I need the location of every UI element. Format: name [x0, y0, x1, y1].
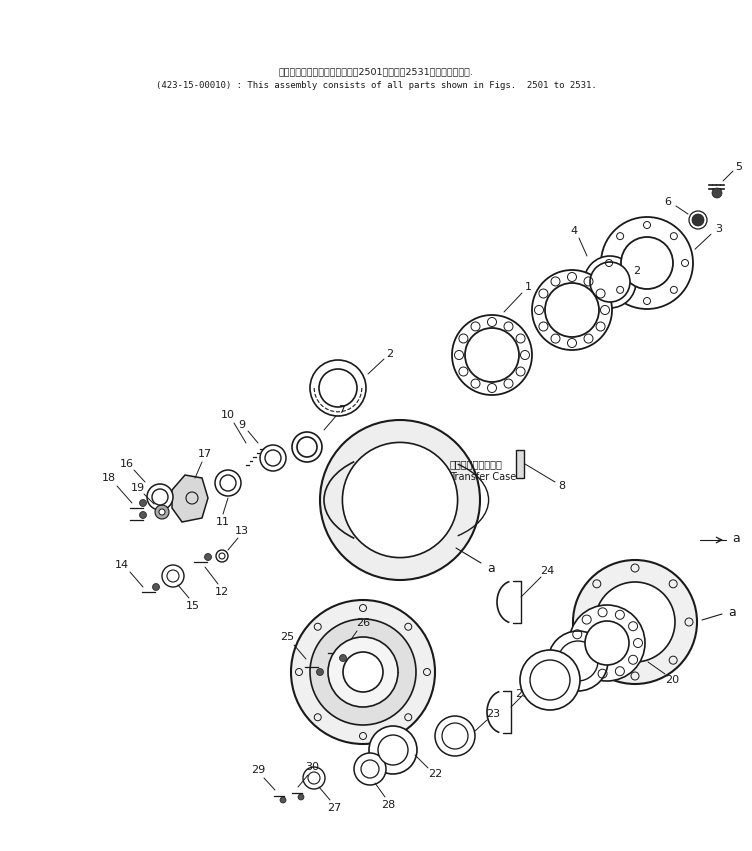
Text: このアセンブリの構成部品は第2501図から第2531図まで含みます.: このアセンブリの構成部品は第2501図から第2531図まで含みます. — [278, 67, 474, 77]
Circle shape — [435, 716, 475, 756]
Circle shape — [378, 735, 408, 765]
Text: 15: 15 — [186, 601, 200, 611]
Circle shape — [328, 637, 398, 707]
Circle shape — [520, 650, 580, 710]
Circle shape — [220, 475, 236, 491]
Text: 13: 13 — [235, 526, 249, 536]
Circle shape — [265, 450, 281, 466]
Text: 1: 1 — [524, 282, 532, 292]
Circle shape — [548, 631, 608, 691]
Circle shape — [361, 760, 379, 778]
Text: 21: 21 — [597, 644, 611, 654]
Circle shape — [280, 797, 286, 803]
Circle shape — [155, 505, 169, 519]
Circle shape — [310, 619, 416, 725]
Circle shape — [167, 570, 179, 582]
Polygon shape — [172, 475, 208, 522]
Circle shape — [595, 582, 675, 662]
Circle shape — [585, 621, 629, 665]
Text: 6: 6 — [665, 197, 672, 207]
Circle shape — [530, 660, 570, 700]
Text: 18: 18 — [102, 473, 116, 483]
Circle shape — [601, 217, 693, 309]
Circle shape — [558, 641, 598, 681]
Circle shape — [205, 553, 211, 561]
Circle shape — [342, 443, 458, 557]
Circle shape — [140, 500, 147, 506]
Text: 26: 26 — [356, 618, 370, 628]
Circle shape — [308, 772, 320, 784]
Circle shape — [320, 420, 480, 580]
Text: 23: 23 — [486, 709, 500, 719]
Text: 24: 24 — [540, 566, 554, 576]
Text: 30: 30 — [305, 762, 319, 772]
Bar — [516, 450, 524, 478]
Text: 22: 22 — [428, 769, 442, 779]
Text: 17: 17 — [198, 449, 212, 459]
Text: 4: 4 — [571, 226, 578, 236]
Text: 7: 7 — [338, 405, 346, 415]
Circle shape — [153, 584, 159, 591]
Circle shape — [692, 214, 704, 226]
Text: 12: 12 — [215, 587, 229, 597]
Text: 3: 3 — [715, 224, 723, 234]
Circle shape — [621, 237, 673, 289]
Text: 27: 27 — [327, 803, 341, 813]
Circle shape — [291, 600, 435, 744]
Text: 25: 25 — [280, 632, 294, 642]
Text: (423-15-00010) : This assembly consists of all parts shown in Figs.  2501 to 253: (423-15-00010) : This assembly consists … — [156, 82, 596, 90]
Circle shape — [159, 509, 165, 515]
Text: a: a — [728, 606, 736, 619]
Text: a: a — [487, 562, 495, 574]
Circle shape — [452, 315, 532, 395]
Text: 5: 5 — [735, 162, 742, 172]
Circle shape — [569, 605, 645, 681]
Text: 10: 10 — [221, 410, 235, 420]
Circle shape — [303, 767, 325, 789]
Circle shape — [343, 652, 383, 692]
Circle shape — [147, 484, 173, 510]
Text: 14: 14 — [115, 560, 129, 570]
Text: a: a — [732, 532, 740, 545]
Text: 2: 2 — [387, 349, 393, 359]
Circle shape — [292, 432, 322, 462]
Circle shape — [369, 726, 417, 774]
Circle shape — [162, 565, 184, 587]
Circle shape — [465, 328, 519, 382]
Circle shape — [297, 437, 317, 457]
Text: 21: 21 — [515, 689, 529, 699]
Text: 29: 29 — [251, 765, 265, 775]
Text: 19: 19 — [131, 483, 145, 493]
Text: 24: 24 — [530, 676, 544, 686]
Circle shape — [712, 188, 722, 198]
Circle shape — [319, 369, 357, 407]
Text: 8: 8 — [559, 481, 566, 491]
Circle shape — [584, 256, 636, 308]
Circle shape — [590, 262, 630, 302]
Circle shape — [573, 560, 697, 684]
Circle shape — [442, 723, 468, 749]
Text: 9: 9 — [238, 420, 246, 430]
Text: Transfer Case: Transfer Case — [450, 472, 517, 482]
Circle shape — [339, 654, 347, 661]
Circle shape — [532, 270, 612, 350]
Circle shape — [152, 489, 168, 505]
Circle shape — [215, 470, 241, 496]
Text: トランスファケース: トランスファケース — [450, 459, 503, 469]
Circle shape — [260, 445, 286, 471]
Text: 2: 2 — [633, 266, 641, 276]
Circle shape — [298, 794, 304, 800]
Circle shape — [310, 360, 366, 416]
Circle shape — [545, 283, 599, 337]
Text: 28: 28 — [381, 800, 395, 810]
Text: 16: 16 — [120, 459, 134, 469]
Circle shape — [354, 753, 386, 785]
Text: 11: 11 — [216, 517, 230, 527]
Circle shape — [140, 511, 147, 518]
Text: 20: 20 — [665, 675, 679, 685]
Circle shape — [317, 669, 323, 676]
